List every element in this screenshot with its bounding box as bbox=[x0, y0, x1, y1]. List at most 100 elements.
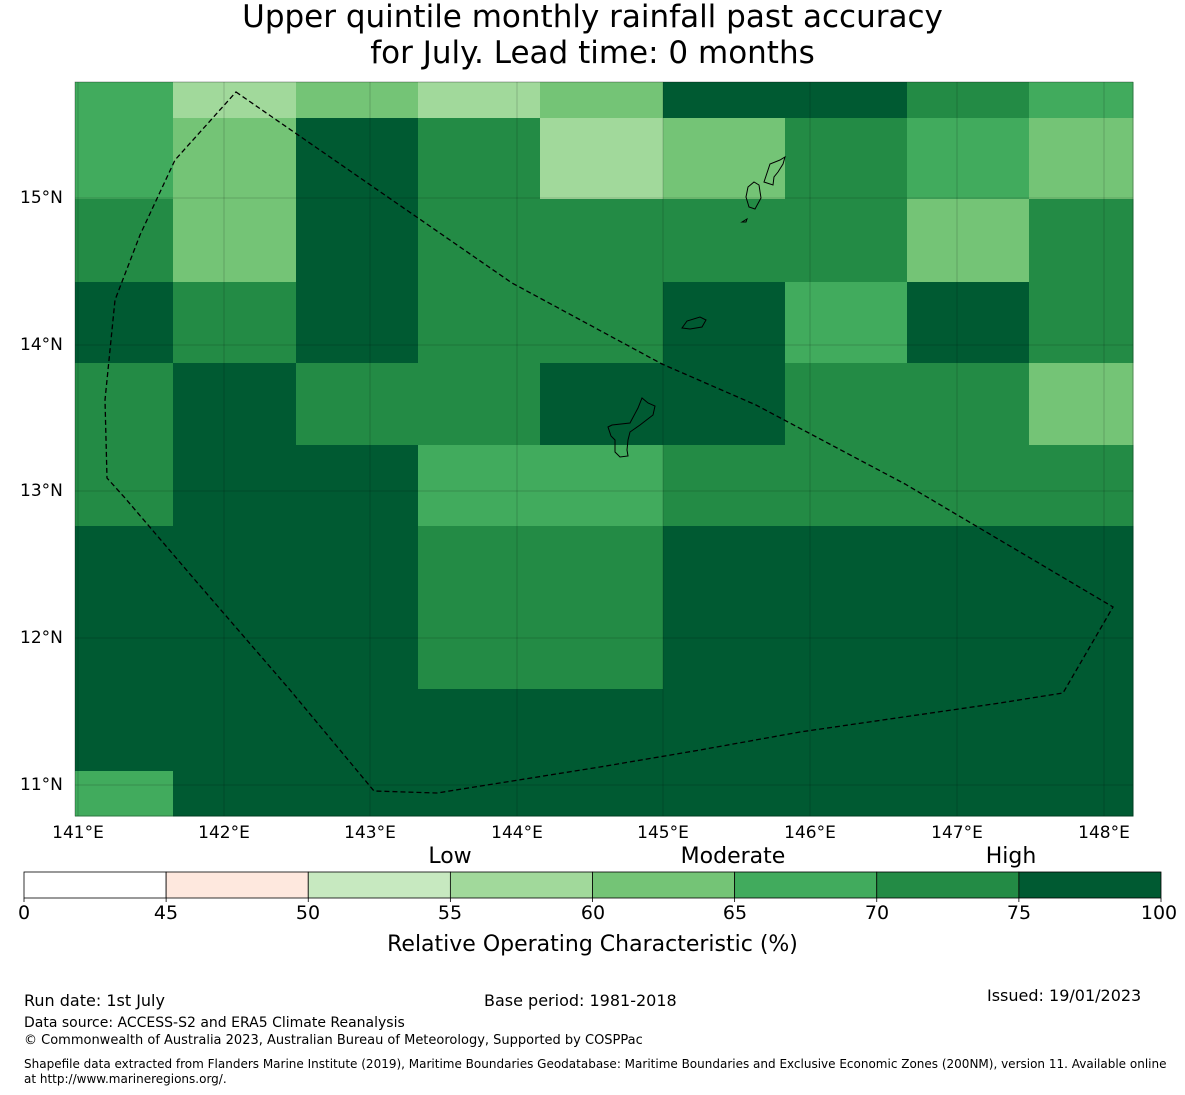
island-guam bbox=[607, 397, 656, 458]
grid-cell bbox=[173, 526, 297, 609]
grid-cell bbox=[1029, 445, 1134, 527]
grid-cell bbox=[785, 445, 908, 527]
grid-cell bbox=[1029, 282, 1134, 364]
grid-cell bbox=[418, 689, 541, 772]
grid-cell bbox=[296, 689, 419, 772]
colorbar-tick-100: 100 bbox=[1140, 902, 1178, 924]
grid-cell bbox=[296, 771, 419, 817]
grid-cell bbox=[75, 118, 174, 200]
grid-cell bbox=[418, 608, 541, 690]
grid-cell bbox=[907, 771, 1030, 817]
grid-cell bbox=[418, 82, 541, 119]
grid-cell bbox=[785, 689, 908, 772]
grid-cell bbox=[907, 445, 1030, 527]
map-title-line-1: Upper quintile monthly rainfall past acc… bbox=[242, 0, 943, 35]
data-source: Data source: ACCESS-S2 and ERA5 Climate … bbox=[24, 1015, 405, 1031]
colorbar-tick-45: 45 bbox=[153, 902, 179, 924]
grid-cell bbox=[418, 282, 541, 364]
grid-cell bbox=[785, 608, 908, 690]
shapefile-credit-line-2: at http://www.marineregions.org/. bbox=[24, 1072, 227, 1086]
colorbar-segment bbox=[165, 871, 309, 899]
lon-tick-142e: 142°E bbox=[198, 823, 250, 843]
grid-cell bbox=[907, 363, 1030, 446]
colorbar-segment bbox=[23, 871, 167, 899]
grid-cell bbox=[540, 771, 664, 817]
grid-cell bbox=[1029, 118, 1134, 200]
grid-cell bbox=[75, 445, 174, 527]
grid-cell bbox=[785, 199, 908, 283]
grid-cell bbox=[296, 526, 419, 609]
map-title-line-2: for July. Lead time: 0 months bbox=[370, 35, 815, 71]
lon-tick-146e: 146°E bbox=[784, 823, 836, 843]
grid-cell bbox=[540, 282, 664, 364]
shapefile-credit-line-1: Shapefile data extracted from Flanders M… bbox=[24, 1057, 1167, 1071]
category-high: High bbox=[985, 844, 1037, 869]
grid-cell bbox=[75, 771, 174, 817]
colorbar-segment bbox=[734, 871, 878, 899]
grid-cell bbox=[663, 363, 786, 446]
grid-cell bbox=[785, 363, 908, 446]
grid-cell bbox=[75, 282, 174, 364]
lat-tick-13n: 13°N bbox=[20, 481, 63, 501]
colorbar-segment bbox=[307, 871, 451, 899]
grid-cell bbox=[173, 363, 297, 446]
colorbar-label: Relative Operating Characteristic (%) bbox=[387, 932, 798, 957]
grid-cell bbox=[296, 82, 419, 119]
grid-cell bbox=[540, 608, 664, 690]
lat-tick-12n: 12°N bbox=[20, 628, 63, 648]
colorbar-segment bbox=[449, 871, 593, 899]
grid-cell bbox=[1029, 363, 1134, 446]
graticule bbox=[75, 82, 1133, 816]
colorbar-tick-75: 75 bbox=[1006, 902, 1032, 924]
grid-cell bbox=[663, 282, 786, 364]
grid-cell bbox=[785, 82, 908, 119]
grid-cell bbox=[418, 445, 541, 527]
colorbar-segment bbox=[1018, 871, 1162, 899]
grid-cells bbox=[75, 82, 1134, 817]
grid-cell bbox=[418, 118, 541, 200]
island-rota bbox=[681, 316, 707, 330]
grid-cell bbox=[1029, 199, 1134, 283]
grid-cell bbox=[907, 608, 1030, 690]
grid-cell bbox=[785, 118, 908, 200]
grid-cell bbox=[663, 118, 786, 200]
grid-cell bbox=[540, 82, 664, 119]
grid-cell bbox=[540, 118, 664, 200]
grid-cell bbox=[907, 82, 1030, 119]
grid-cell bbox=[663, 689, 786, 772]
grid-cell bbox=[75, 199, 174, 283]
lon-tick-148e: 148°E bbox=[1078, 823, 1130, 843]
island-aguijan bbox=[740, 217, 748, 223]
grid-cell bbox=[540, 445, 664, 527]
grid-cell bbox=[663, 199, 786, 283]
grid-cell bbox=[173, 118, 297, 200]
eez-boundary bbox=[104, 91, 1114, 794]
colorbar-tick-70: 70 bbox=[864, 902, 890, 924]
grid-cell bbox=[296, 199, 419, 283]
grid-cell bbox=[296, 282, 419, 364]
lon-tick-143e: 143°E bbox=[344, 823, 396, 843]
grid-cell bbox=[540, 526, 664, 609]
grid-cell bbox=[173, 689, 297, 772]
grid-cell bbox=[785, 282, 908, 364]
grid-cell bbox=[663, 608, 786, 690]
lat-tick-15n: 15°N bbox=[20, 188, 63, 208]
grid-cell bbox=[75, 82, 174, 119]
grid-cell bbox=[540, 363, 664, 446]
islands bbox=[607, 155, 786, 458]
grid-cell bbox=[75, 526, 174, 609]
grid-cell bbox=[785, 526, 908, 609]
grid-cell bbox=[173, 608, 297, 690]
grid-cell bbox=[296, 445, 419, 527]
grid-cell bbox=[907, 526, 1030, 609]
lat-tick-14n: 14°N bbox=[20, 335, 63, 355]
grid-cell bbox=[173, 445, 297, 527]
grid-cell bbox=[296, 363, 419, 446]
grid-cell bbox=[663, 771, 786, 817]
grid-cell bbox=[540, 199, 664, 283]
grid-cell bbox=[663, 82, 786, 119]
category-moderate: Moderate bbox=[680, 844, 786, 869]
grid-cell bbox=[540, 689, 664, 772]
category-low: Low bbox=[428, 844, 472, 869]
colorbar-segment bbox=[592, 871, 736, 899]
